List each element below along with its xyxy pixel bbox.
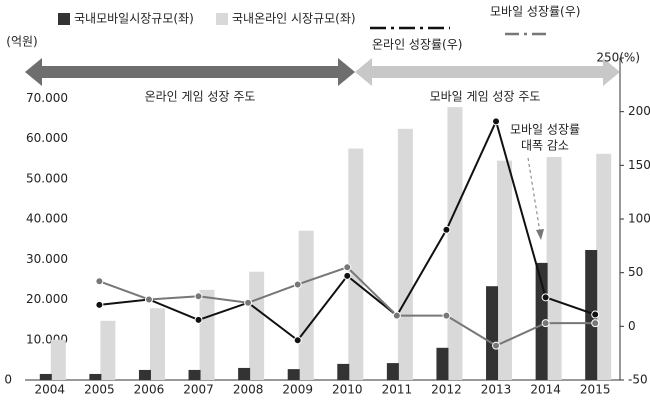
y-tick-label: 0 [4, 373, 12, 387]
point [95, 277, 104, 286]
point [95, 300, 104, 309]
period-label: 모바일 게임 성장 주도 [430, 90, 541, 104]
bar [497, 160, 513, 380]
bar [486, 286, 499, 380]
point [591, 310, 600, 319]
point [343, 271, 352, 280]
legend-label: 국내모바일시장규모(좌) [74, 12, 194, 26]
bar [89, 373, 102, 380]
point [194, 315, 203, 324]
x-tick-label: 2015 [580, 383, 611, 397]
point [244, 298, 253, 307]
bar [298, 230, 314, 380]
y2-tick-label: 200 [628, 104, 650, 118]
bar [199, 289, 215, 380]
y2-tick-label: 50 [628, 265, 643, 279]
period-arrow [355, 58, 620, 86]
annotation-arrowhead [536, 229, 544, 240]
point [591, 319, 600, 328]
point [144, 295, 153, 304]
x-tick-label: 2007 [183, 383, 214, 397]
bar [287, 369, 300, 380]
legend-swatch [58, 13, 70, 25]
bar [138, 369, 151, 380]
point [392, 311, 401, 320]
period-arrow [25, 58, 355, 86]
x-tick-label: 2011 [382, 383, 413, 397]
x-tick-label: 2012 [431, 383, 462, 397]
point [442, 225, 451, 234]
y2-tick-label: 0 [628, 319, 636, 333]
bar [436, 347, 449, 380]
x-tick-label: 2008 [233, 383, 264, 397]
point [492, 117, 501, 126]
line [99, 118, 596, 342]
x-tick-label: 2005 [84, 383, 115, 397]
bar [337, 363, 350, 380]
bar [188, 369, 201, 380]
bar [386, 363, 399, 380]
point [343, 263, 352, 272]
bar [50, 339, 66, 380]
bar [39, 373, 52, 380]
bar [397, 128, 413, 380]
point [541, 293, 550, 302]
x-tick-label: 2006 [134, 383, 165, 397]
point [541, 319, 550, 328]
period-label: 온라인 게임 성장 주도 [145, 90, 256, 104]
annotation: 모바일 성장률 [510, 123, 580, 137]
bar [238, 367, 251, 380]
bar [585, 249, 598, 380]
bar [447, 107, 463, 380]
y-tick-label: 60.000 [26, 131, 68, 145]
bar [596, 153, 612, 380]
y2-tick-label: 150 [628, 158, 650, 172]
y2-tick-label: 100 [628, 212, 650, 226]
y-axis-label: (억원) [6, 35, 37, 49]
point [293, 280, 302, 289]
x-tick-label: 2009 [282, 383, 313, 397]
bar [249, 271, 265, 380]
x-tick-label: 2014 [530, 383, 561, 397]
point [293, 336, 302, 345]
y-tick-label: 40.000 [26, 212, 68, 226]
y-tick-label: 50.000 [26, 171, 68, 185]
bar [149, 308, 165, 380]
legend-swatch [216, 13, 228, 25]
y2-tick-label: 250(%) [596, 51, 640, 65]
x-tick-label: 2010 [332, 383, 363, 397]
point [194, 292, 203, 301]
annotation: 대폭 감소 [521, 139, 569, 153]
x-tick-label: 2004 [35, 383, 66, 397]
y2-tick-label: -50 [628, 373, 648, 387]
point [492, 341, 501, 350]
bar [100, 320, 116, 380]
legend-label: 국내온라인 시장규모(좌) [232, 12, 356, 26]
y-tick-label: 70.000 [26, 91, 68, 105]
point [442, 311, 451, 320]
annotation-arrow [527, 157, 541, 233]
legend-label: 온라인 성장률(우) [372, 38, 462, 52]
bar [546, 157, 562, 380]
y-tick-label: 20.000 [26, 292, 68, 306]
y-tick-label: 30.000 [26, 252, 68, 266]
x-tick-label: 2013 [481, 383, 512, 397]
bar [348, 148, 364, 380]
legend-label: 모바일 성장률(우) [490, 5, 580, 19]
